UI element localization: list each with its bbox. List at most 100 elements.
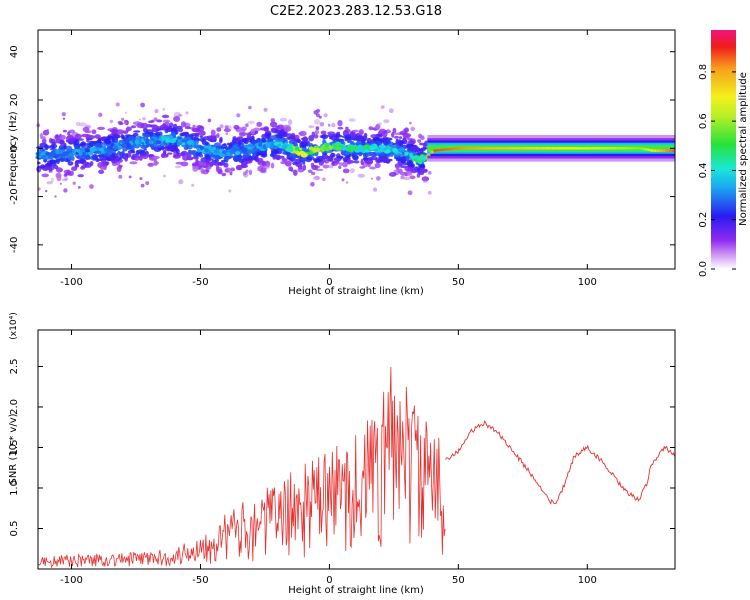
spectrogram-cell <box>201 139 207 145</box>
spectrogram-cell <box>223 128 231 133</box>
spectrogram-cell <box>269 121 278 128</box>
spectrogram-cell <box>180 161 189 167</box>
spectrogram-cell <box>176 148 180 155</box>
spectrogram-cell <box>229 150 234 155</box>
ridge-segment <box>557 147 561 150</box>
ridge-segment <box>449 148 453 151</box>
spectrogram-cell <box>254 152 263 156</box>
spectrogram-cell <box>97 162 103 168</box>
ridge-segment <box>476 147 480 150</box>
spectrogram-cell <box>70 155 75 161</box>
ridge-segment <box>554 147 558 150</box>
spectrogram-cell <box>394 156 402 160</box>
spectrogram-cell <box>331 122 336 128</box>
ridge-segment <box>613 147 617 150</box>
spectrogram-cell <box>139 118 141 121</box>
spectrogram-cell <box>353 160 360 164</box>
spectrogram-cell <box>404 127 409 133</box>
spectrogram-cell <box>187 140 193 146</box>
spectrogram-cell <box>45 145 52 149</box>
spectrogram-cell <box>86 138 90 143</box>
spectrogram-cell <box>252 147 258 151</box>
spectrogram-cell <box>357 173 365 178</box>
spectrogram-cell <box>67 156 72 161</box>
spectrogram-cell <box>128 175 132 179</box>
spectrogram-cell <box>162 108 166 111</box>
spectrogram-cell <box>201 161 210 168</box>
spectrogram-cell <box>37 165 46 169</box>
spectrogram-cell <box>59 140 65 146</box>
ridge-segment <box>653 149 657 152</box>
spectrogram-cell <box>263 126 270 132</box>
spectrogram-cell <box>349 168 355 174</box>
spectrogram-cell <box>374 162 381 169</box>
spectrogram-cell <box>420 164 425 168</box>
ridge-segment <box>455 147 459 150</box>
spectrogram-cell <box>179 132 185 137</box>
ridge-segment <box>452 147 456 151</box>
spectrogram-cell <box>376 159 385 163</box>
spectrogram-cell <box>308 146 314 151</box>
spectrogram-cell <box>350 142 357 146</box>
spectrogram-cell <box>79 122 87 127</box>
spectrogram-cell <box>341 145 347 151</box>
x-tick-label: -50 <box>192 575 208 586</box>
spectrogram-cell <box>286 147 292 152</box>
spectrogram-cell <box>84 130 92 134</box>
spectrogram-cell <box>140 102 146 108</box>
spectrogram-cell <box>245 123 249 128</box>
spectrogram-cell <box>84 162 92 168</box>
ridge-segment <box>637 147 641 150</box>
spectrogram-cell <box>158 131 163 136</box>
spectrogram-cell <box>302 136 309 143</box>
ridge-segment <box>545 147 548 150</box>
ridge-segment <box>464 147 468 150</box>
spectrogram-cell <box>78 151 83 156</box>
spectrogram-cell <box>172 123 178 130</box>
spectrogram-cell <box>345 181 349 184</box>
spectrogram-cell <box>207 118 212 123</box>
ridge-segment <box>644 148 648 151</box>
spectrogram-cell <box>341 178 345 182</box>
spectrogram-cell <box>41 138 47 144</box>
spectrogram-cell <box>124 155 128 162</box>
spectrogram-cell <box>288 119 293 126</box>
spectrogram-cell <box>242 138 248 143</box>
spectrogram-cell <box>203 156 211 159</box>
ridge-segment <box>430 151 434 154</box>
spectrogram-cell <box>418 133 423 139</box>
spectrogram-cell <box>89 184 94 189</box>
spectrogram-cell <box>315 168 324 172</box>
spectrogram-cell <box>410 156 417 160</box>
snr-plot-area <box>38 330 675 569</box>
spectrogram-cell <box>295 150 300 154</box>
ridge-segment <box>480 147 483 150</box>
ridge-segment <box>470 147 474 150</box>
spectrogram-cell <box>129 161 138 165</box>
spectrogram-cell <box>112 144 119 150</box>
spectrogram-cell <box>233 124 240 130</box>
spectrogram-cell <box>221 172 227 177</box>
colorbar: 0.0 0.2 0.4 0.6 0.8 Normalized spectral ampl… <box>698 30 749 277</box>
spectrogram-cell <box>311 131 315 137</box>
spectrogram-cell <box>180 121 187 128</box>
spectrogram-cell <box>251 135 255 141</box>
spectrogram-cell <box>310 182 315 187</box>
spectrogram-cell <box>337 120 343 127</box>
y-tick-label: -40 <box>9 237 20 253</box>
spectrogram-cell <box>39 132 44 140</box>
spectrogram-cell <box>84 148 91 153</box>
spectrogram-cell <box>41 173 49 178</box>
spectrogram-cell <box>229 171 233 176</box>
spectrogram-x-label: Height of straight line (km) <box>288 286 424 297</box>
spectrogram-cell <box>41 154 47 160</box>
spectrogram-x-ticks: -100 -50 0 50 100 <box>60 30 597 288</box>
spectrogram-cell <box>379 144 386 149</box>
ridge-segment <box>662 149 666 152</box>
spectrogram-cell <box>366 137 372 144</box>
ridge-segment <box>647 148 651 151</box>
spectrogram-cell <box>184 126 191 130</box>
spectrogram-cell <box>283 137 287 143</box>
spectrogram-cell <box>181 138 188 143</box>
